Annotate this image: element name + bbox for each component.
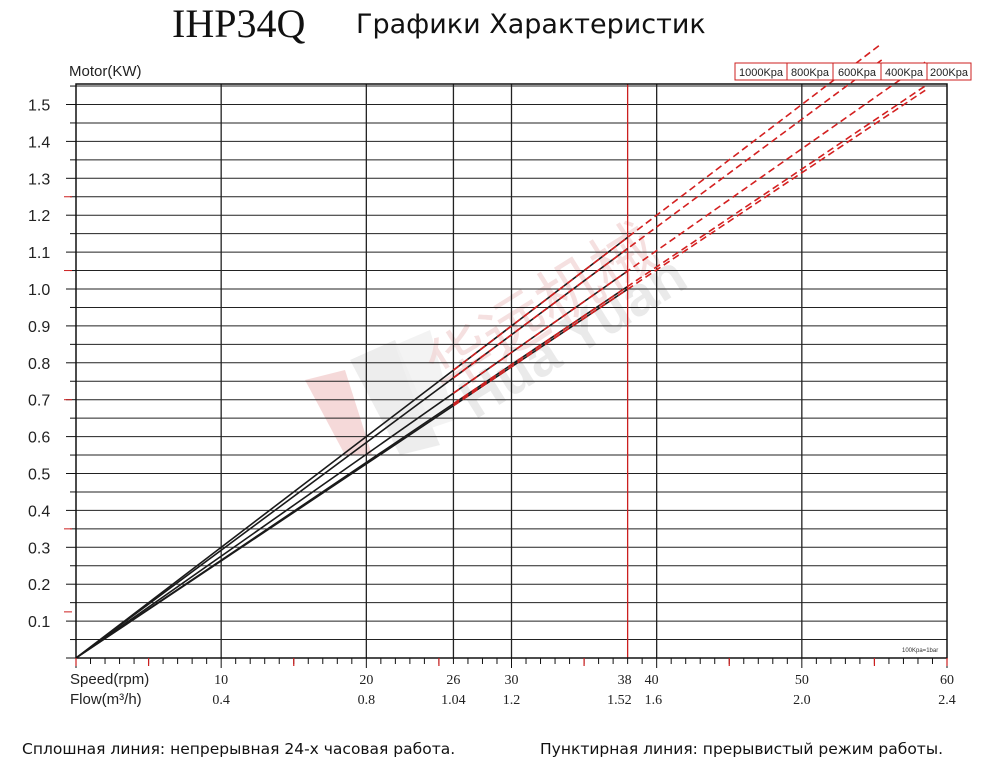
x-axis-title: Speed(rpm) [70, 671, 149, 688]
legend: 1000Kpa 800Kpa 600Kpa 400Kpa 200Kpa 100Kpa=1b… [734, 62, 972, 654]
x-axis-title: Flow(m³/h) [70, 691, 142, 708]
x-tick-label: 30 [505, 673, 519, 688]
series-line-dashed [452, 61, 926, 394]
series-line-dashed [452, 59, 883, 379]
y-tick-label: 0.7 [28, 393, 50, 410]
x-tick-label: 26 [446, 673, 460, 688]
y-tick-label: 0.2 [28, 577, 50, 594]
grid [76, 84, 947, 658]
y-tick-label: 0.3 [28, 540, 50, 557]
axes: 0.1 0.2 0.3 0.4 0.5 0.6 0.7 0.8 0.9 1.0 1.1 1.2 1.3 1… [28, 63, 956, 708]
legend-item-label: 1000Kpa [739, 67, 784, 79]
y-tick-label: 0.6 [28, 430, 50, 447]
chart-title-subtitle: Графики Характеристик [356, 9, 706, 40]
x-tick-label: 2.0 [793, 693, 811, 708]
x-tick-label: 1.52 [607, 693, 632, 708]
series-line-dashed [452, 89, 926, 407]
x-tick-label: 1.6 [645, 693, 663, 708]
series-line-solid [75, 288, 629, 659]
y-axis-title: Motor(KW) [69, 63, 142, 80]
series-lines [75, 42, 926, 659]
y-tick-label: 1.5 [28, 98, 50, 115]
watermark-logo-shape [395, 330, 455, 430]
x-tick-label: 20 [359, 673, 373, 688]
x-tick-label: 60 [940, 673, 954, 688]
y-tick-label: 0.4 [28, 503, 50, 520]
x-tick-label: 50 [795, 673, 809, 688]
legend-item-box [926, 62, 972, 81]
series-line-dashed [452, 85, 926, 405]
y-tick-label: 0.5 [28, 467, 50, 484]
x-tick-label: 40 [645, 673, 659, 688]
watermark-logo-shape [350, 340, 440, 455]
footer-dashed-note: Пунктирная линия: прерывистый режим рабо… [540, 740, 943, 758]
x-tick-label: 38 [618, 673, 632, 688]
x-tick-label: 1.04 [441, 693, 466, 708]
unit-note: 100Kpa=1bar [902, 648, 938, 654]
y-tick-label: 1.2 [28, 208, 50, 225]
watermark-logo-shape [305, 370, 372, 455]
x-tick-label: 2.4 [938, 693, 956, 708]
legend-item-label: 600Kpa [838, 67, 877, 79]
legend-item-label: 200Kpa [930, 67, 969, 79]
x-tick-label: 0.8 [358, 693, 376, 708]
chart-title-model: IHP34Q [172, 1, 306, 46]
x-tick-label: 10 [214, 673, 228, 688]
y-tick-label: 1.0 [28, 282, 50, 299]
y-tick-label: 0.1 [28, 614, 50, 631]
y-tick-label: 1.4 [28, 134, 50, 151]
y-tick-label: 1.1 [28, 245, 50, 262]
x-tick-label: 1.2 [503, 693, 521, 708]
y-tick-label: 0.9 [28, 319, 50, 336]
y-tick-label: 0.8 [28, 356, 50, 373]
y-tick-label: 1.3 [28, 171, 50, 188]
legend-item-label: 400Kpa [885, 67, 924, 79]
series-line-dashed [452, 42, 883, 371]
x-tick-label: 0.4 [212, 693, 230, 708]
footer-solid-note: Сплошная линия: непрерывная 24-х часовая… [22, 740, 456, 758]
legend-item-label: 800Kpa [791, 67, 830, 79]
